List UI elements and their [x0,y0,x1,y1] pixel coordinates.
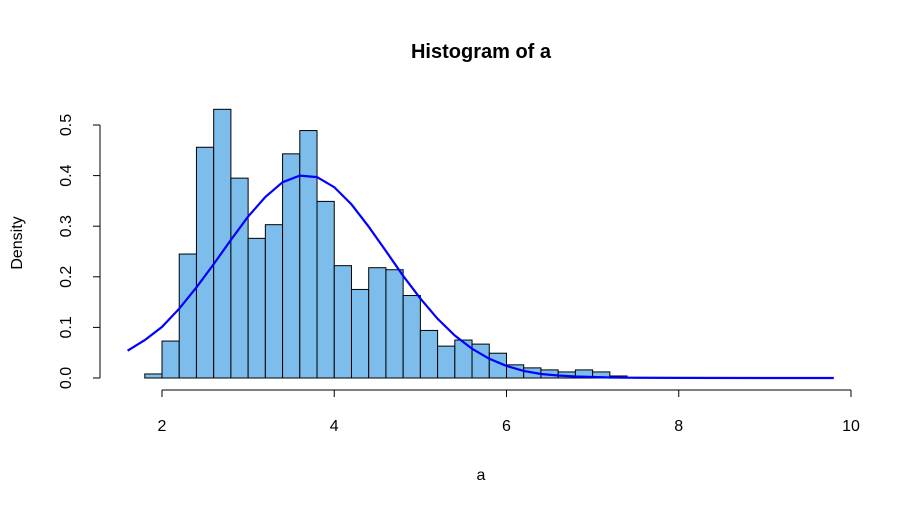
histogram-bar [316,200,335,379]
histogram-bars [144,108,628,379]
y-tick-label: 0.3 [58,215,75,237]
density-curve [127,174,834,380]
histogram-bar [368,267,387,379]
histogram-bar [230,177,249,379]
chart-title: Histogram of a [411,41,552,63]
y-tick-label: 0.4 [58,164,75,186]
y-tick-label: 0.1 [58,316,75,338]
y-tick-label: 0.5 [58,114,75,136]
x-tick-label: 4 [330,418,339,435]
histogram-bar [178,253,197,379]
histogram-bar [385,269,404,379]
histogram-bar [195,146,215,379]
x-tick-label: 10 [842,418,860,435]
histogram-bar [144,373,163,379]
histogram-bar [282,153,301,379]
histogram-bar [333,265,352,379]
density-curve-line [127,174,834,380]
y-axis-label: Density [9,216,26,269]
y-tick-label: 0.2 [58,266,75,288]
histogram-bar [402,295,421,379]
x-tick-label: 2 [158,418,167,435]
y-axis: 0.0 0.1 0.2 0.3 0.4 0.5 [58,114,101,389]
y-tick-label: 0.0 [58,367,75,389]
histogram-bar [264,224,284,379]
histogram-bar [437,345,456,379]
histogram-bar [161,340,180,379]
histogram-bar [247,237,266,379]
x-tick-label: 6 [502,418,511,435]
histogram-bar [419,329,439,379]
histogram-bar [350,288,370,379]
x-tick-label: 8 [674,418,683,435]
x-axis: 2 4 6 8 10 [158,389,860,435]
histogram-bar [299,130,318,379]
x-axis-label: a [477,467,486,484]
